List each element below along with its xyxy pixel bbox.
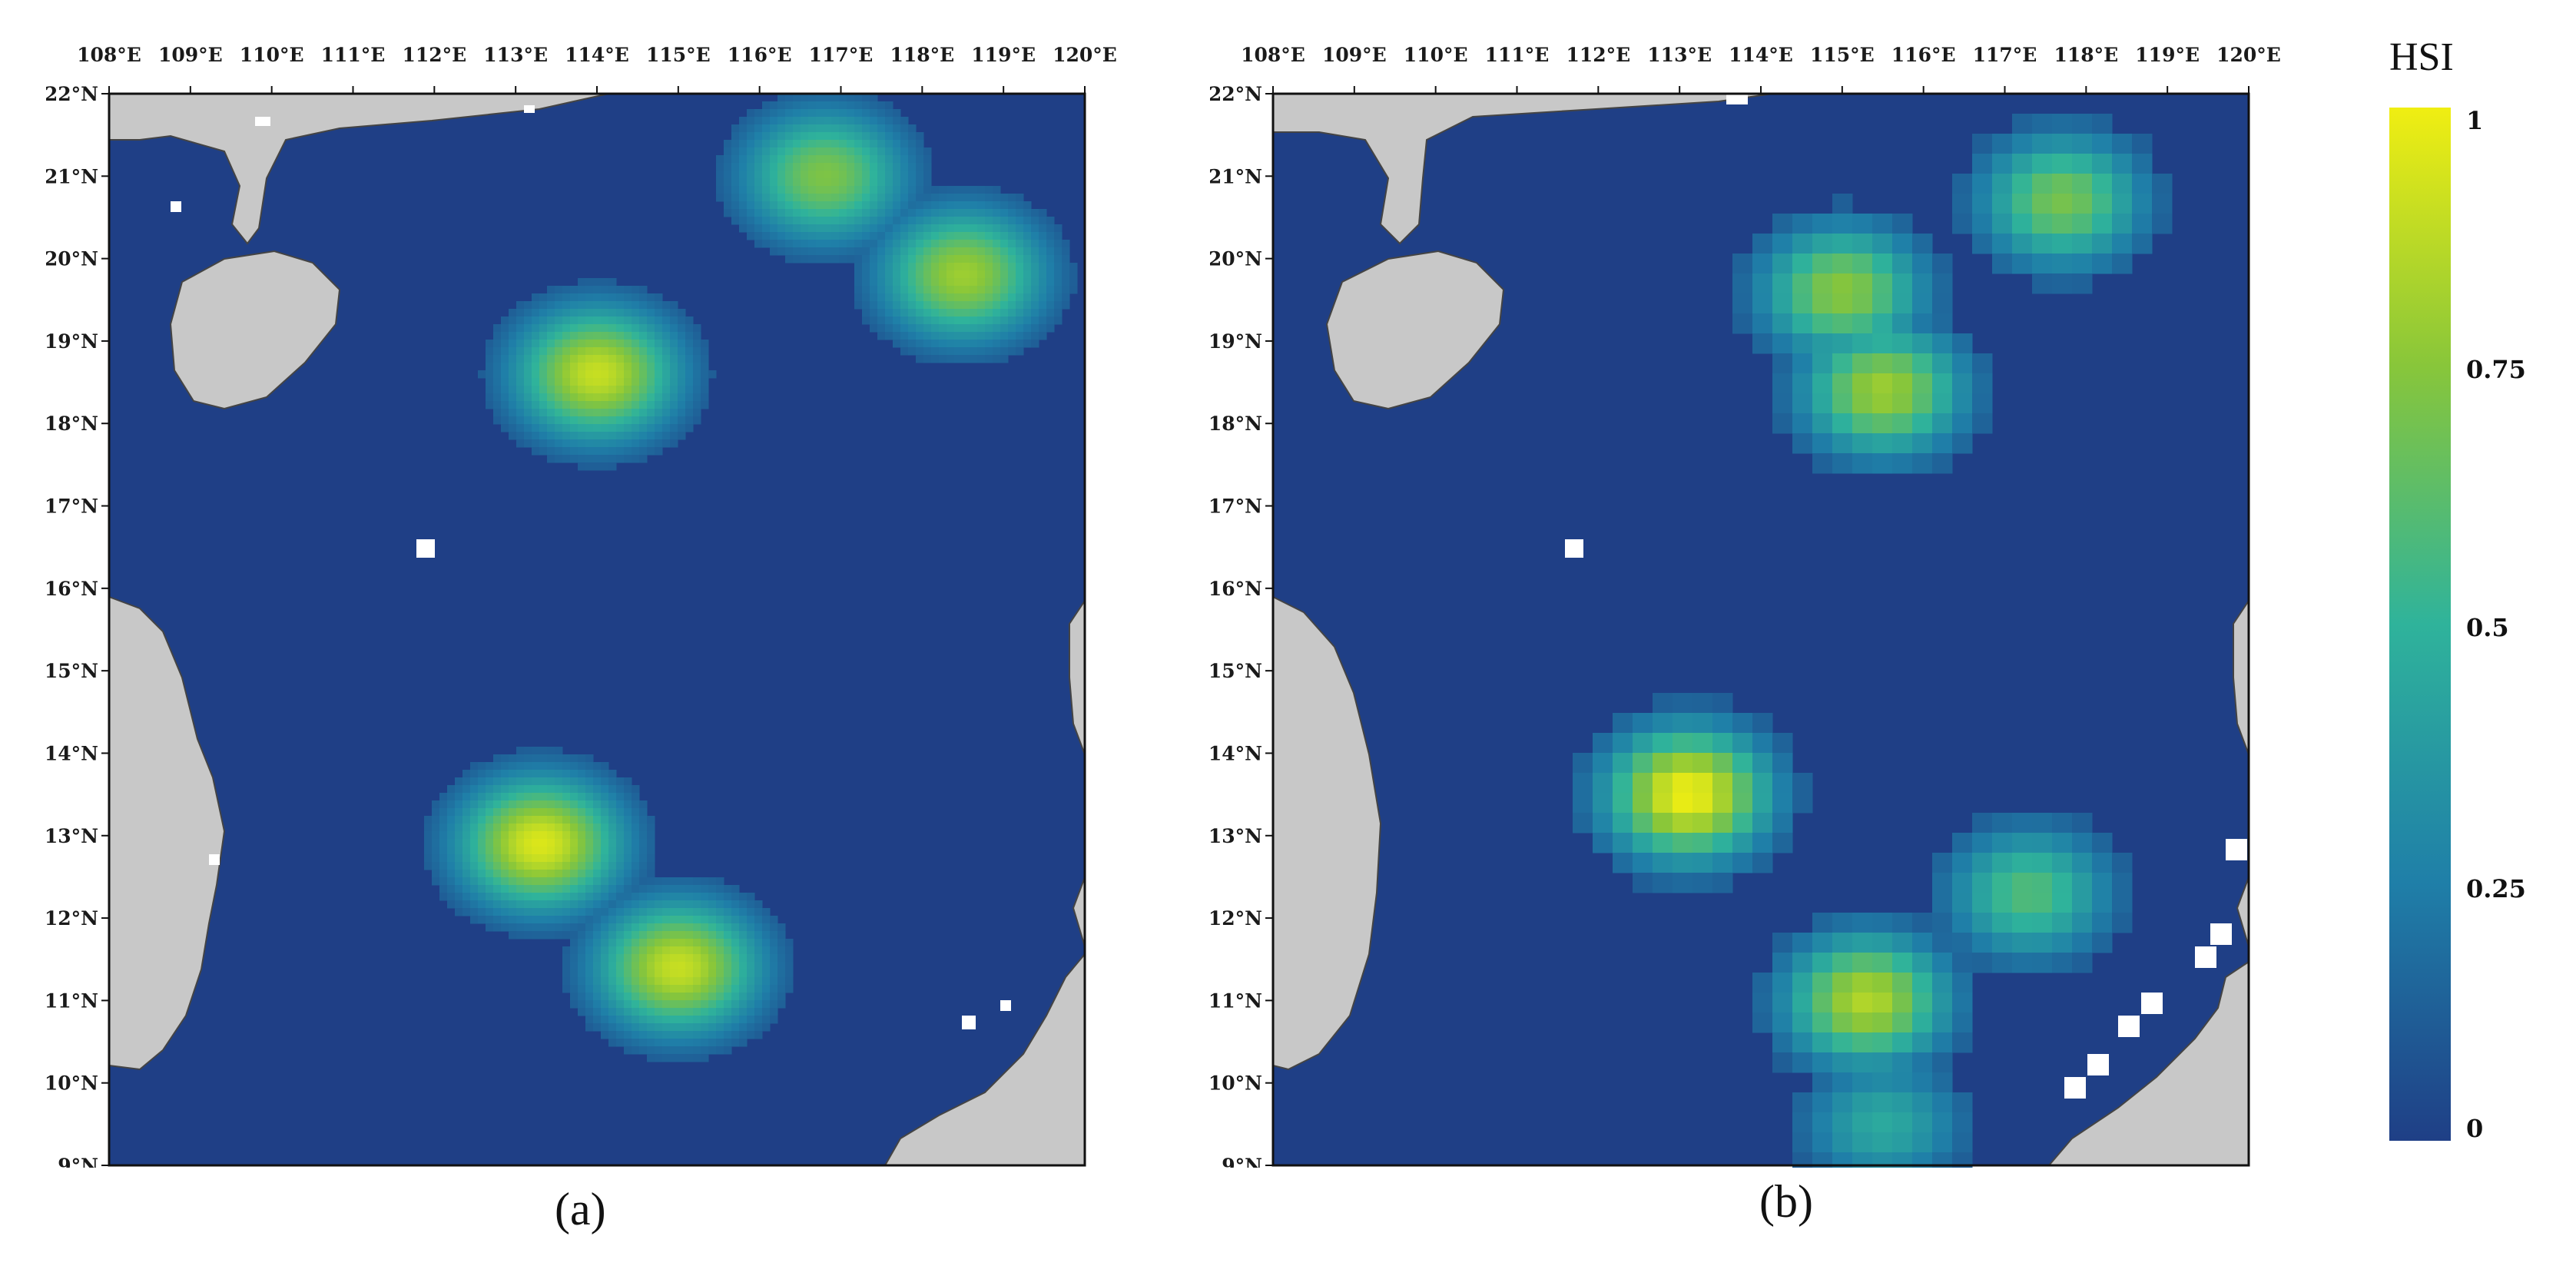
- map-b-lat-labels: 22°N 21°N 20°N 19°N 18°N 17°N 16°N 15°N 14°N 13°N…: [1210, 83, 1273, 1168]
- lat-label: 18°N: [1210, 413, 1262, 435]
- lon-label: 111°E: [1485, 44, 1550, 66]
- hainan-island: [1325, 250, 1505, 410]
- caption-b: (b): [1759, 1176, 1813, 1227]
- lat-label: 18°N: [46, 413, 98, 435]
- legend-tick-0.75: 0.75: [2466, 355, 2526, 384]
- luzon-edge: [1069, 598, 1086, 755]
- lat-label: 14°N: [46, 742, 98, 764]
- lat-label: 20°N: [1210, 248, 1262, 270]
- lat-label: 22°N: [46, 83, 98, 105]
- map-b-lon-labels: 108°E 109°E 110°E 111°E 112°E 113°E 114°E 115°E…: [1241, 44, 2281, 94]
- legend-tick-0.5: 0.5: [2466, 613, 2509, 642]
- lat-label: 15°N: [1210, 660, 1262, 682]
- lon-label: 108°E: [77, 44, 141, 66]
- lon-label: 115°E: [1810, 44, 1875, 66]
- lon-label: 118°E: [890, 44, 954, 66]
- map-a-lon-labels: 108°E 109°E 110°E 111°E 112°E 113°E 114°E 115°E…: [77, 44, 1117, 94]
- luzon-edge: [2233, 598, 2249, 755]
- lon-label: 119°E: [2135, 44, 2200, 66]
- lat-label: 13°N: [1210, 825, 1262, 847]
- map-b-frame: [1271, 92, 2250, 1167]
- lon-label: 110°E: [1404, 44, 1468, 66]
- leizhou-peninsula: [1272, 93, 1773, 245]
- map-a-missing: [171, 105, 1011, 1029]
- lat-label: 21°N: [1210, 165, 1262, 187]
- lon-label: 114°E: [565, 44, 629, 66]
- map-b-missing: [1565, 94, 2247, 1099]
- map-panel-a: 108°E 109°E 110°E 111°E 112°E 113°E 114°E 115°E…: [46, 44, 1117, 1168]
- lat-label: 10°N: [1210, 1072, 1262, 1095]
- lat-label: 16°N: [1210, 578, 1262, 600]
- lat-label: 10°N: [46, 1072, 98, 1095]
- lat-label: 11°N: [1210, 989, 1262, 1012]
- lon-label: 117°E: [1973, 44, 2037, 66]
- lon-label: 109°E: [158, 44, 223, 66]
- lon-label: 108°E: [1241, 44, 1305, 66]
- lon-label: 114°E: [1729, 44, 1793, 66]
- lat-label: 19°N: [46, 330, 98, 353]
- lat-label: 22°N: [1210, 83, 1262, 105]
- lat-label: 12°N: [1210, 907, 1262, 930]
- lat-label: 17°N: [1210, 495, 1262, 518]
- legend-tick-0: 0: [2466, 1114, 2484, 1143]
- lon-label: 117°E: [809, 44, 874, 66]
- lon-label: 120°E: [2216, 44, 2281, 66]
- map-a-heat: [424, 94, 1078, 1062]
- lon-label: 116°E: [728, 44, 792, 66]
- lon-label: 111°E: [321, 44, 386, 66]
- lon-label: 113°E: [483, 44, 548, 66]
- lat-label: 16°N: [46, 578, 98, 600]
- lat-label: 15°N: [46, 660, 98, 682]
- map-a-lat-labels: 22°N 21°N 20°N 19°N 18°N 17°N 16°N 15°N 14°N 13°N…: [46, 83, 109, 1168]
- lon-label: 118°E: [2054, 44, 2118, 66]
- lat-label: 21°N: [46, 165, 98, 187]
- lon-label: 112°E: [402, 44, 466, 66]
- leizhou-peninsula: [108, 93, 609, 245]
- lat-label: 12°N: [46, 907, 98, 930]
- caption-a: (a): [555, 1184, 606, 1235]
- legend-colorbar: [2389, 108, 2451, 1141]
- legend-tick-0.25: 0.25: [2466, 874, 2526, 903]
- vietnam-coast: [1272, 595, 1382, 1071]
- lat-label: 13°N: [46, 825, 98, 847]
- lon-label: 113°E: [1647, 44, 1712, 66]
- legend-tick-1: 1: [2466, 106, 2484, 135]
- lat-label: 19°N: [1210, 330, 1262, 353]
- map-a-frame: [108, 92, 1086, 1167]
- lon-label: 120°E: [1053, 44, 1117, 66]
- lon-label: 115°E: [646, 44, 711, 66]
- lat-label: 14°N: [1210, 742, 1262, 764]
- legend-title: HSI: [2389, 35, 2454, 79]
- vietnam-coast: [108, 595, 226, 1071]
- lon-label: 116°E: [1891, 44, 1956, 66]
- lat-label: 17°N: [46, 495, 98, 518]
- map-b-heat: [1573, 114, 2173, 1168]
- lat-label: 11°N: [46, 989, 98, 1012]
- lon-label: 110°E: [240, 44, 304, 66]
- lon-label: 119°E: [971, 44, 1036, 66]
- lon-label: 112°E: [1566, 44, 1630, 66]
- hainan-island: [169, 250, 341, 410]
- map-a-land: [108, 93, 1086, 1166]
- lat-label: 20°N: [46, 248, 98, 270]
- map-panel-b: 108°E 109°E 110°E 111°E 112°E 113°E 114°E 115°E…: [1210, 44, 2281, 1168]
- lat-label: 9°N: [58, 1155, 98, 1168]
- map-b-land: [1272, 93, 2249, 1166]
- lon-label: 109°E: [1322, 44, 1387, 66]
- lat-label: 9°N: [1222, 1155, 1262, 1168]
